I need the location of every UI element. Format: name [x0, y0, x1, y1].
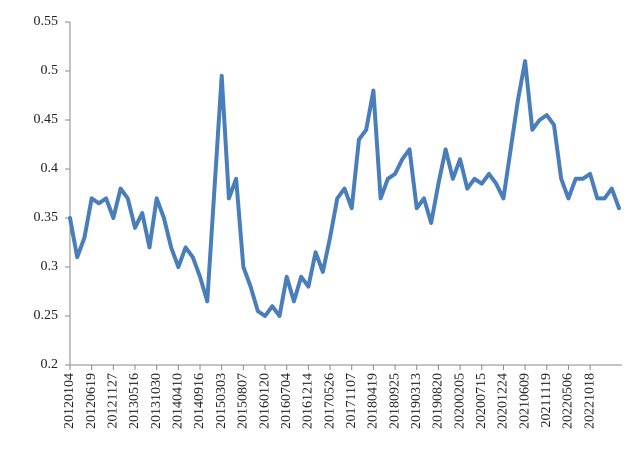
x-tick-label: 20220506: [561, 373, 576, 429]
y-tick-label: 0.45: [34, 112, 59, 127]
x-tick-label: 20121127: [106, 373, 121, 428]
y-tick-label: 0.5: [41, 63, 59, 78]
x-tick-label: 20161214: [301, 373, 316, 429]
x-tick-label: 20200715: [474, 373, 489, 429]
x-tick-label: 20170526: [322, 373, 337, 429]
x-tick-label: 20150303: [214, 373, 229, 429]
x-tick-label: 20221018: [582, 373, 597, 429]
x-tick-label: 20140916: [192, 373, 207, 429]
x-tick-label: 20180419: [366, 373, 381, 429]
y-tick-label: 0.3: [41, 259, 59, 274]
x-tick-label: 20130516: [127, 373, 142, 429]
x-tick-label: 20160120: [257, 373, 272, 429]
x-tick-label: 20211119: [539, 373, 554, 427]
x-tick-label: 20171107: [344, 373, 359, 428]
x-tick-label: 20210609: [517, 373, 532, 429]
y-tick-label: 0.25: [34, 308, 59, 323]
y-tick-label: 0.35: [34, 210, 59, 225]
x-tick-label: 20180925: [387, 373, 402, 429]
x-tick-label: 20120619: [84, 373, 99, 429]
x-tick-label: 20160704: [279, 373, 294, 429]
x-tick-label: 20190313: [409, 373, 424, 429]
y-tick-label: 0.2: [41, 357, 59, 372]
x-tick-label: 20140410: [171, 373, 186, 429]
x-tick-label: 20201224: [496, 373, 511, 429]
y-tick-label: 0.4: [41, 161, 59, 176]
data-line: [68, 59, 621, 318]
x-tick-label: 20200205: [452, 373, 467, 429]
x-tick-label: 20131030: [149, 373, 164, 429]
y-tick-label: 0.55: [34, 14, 59, 29]
x-tick-label: 20150807: [236, 373, 251, 429]
x-tick-label: 20190820: [431, 373, 446, 429]
x-tick-label: 20120104: [62, 373, 77, 429]
